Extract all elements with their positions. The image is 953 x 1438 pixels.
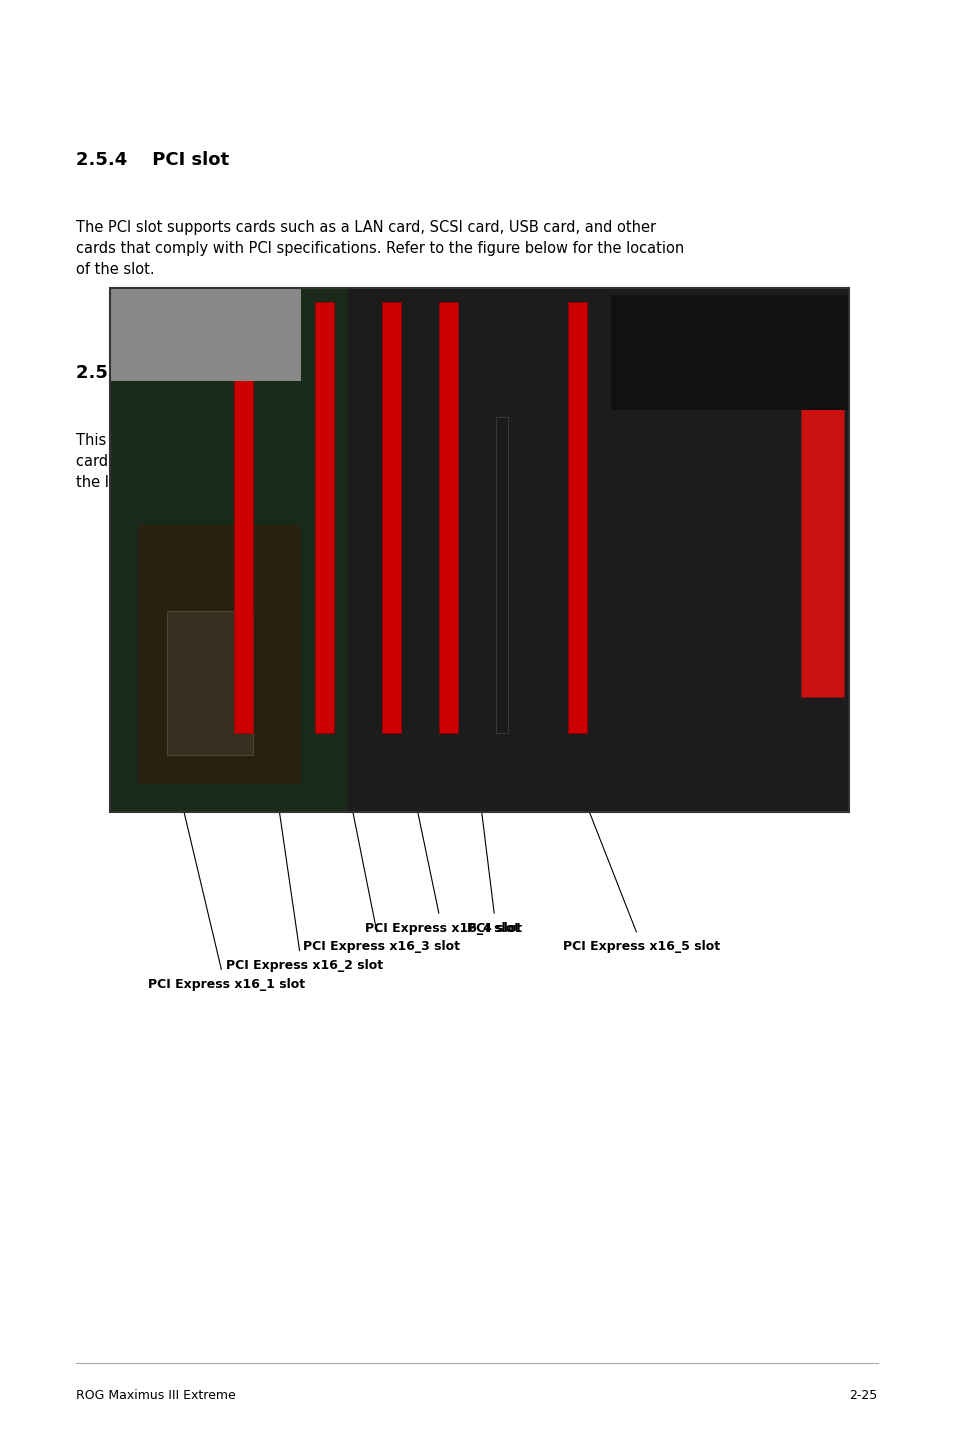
Bar [610,295,848,410]
Bar [314,302,334,733]
Bar [801,295,843,697]
Bar [110,288,848,812]
Bar [110,288,848,812]
Bar [381,302,400,733]
Bar [167,611,253,755]
Bar [567,302,586,733]
Text: The PCI slot supports cards such as a LAN card, SCSI card, USB card, and other
c: The PCI slot supports cards such as a LA… [76,220,684,278]
Text: ROG Maximus III Extreme: ROG Maximus III Extreme [76,1389,235,1402]
Text: 2.5.5    PCI Express x16 slots: 2.5.5 PCI Express x16 slots [76,364,368,383]
Text: PCI Express x16_1 slot: PCI Express x16_1 slot [148,978,305,991]
Bar [438,302,457,733]
Bar [496,417,508,733]
Text: PCI slot: PCI slot [467,922,520,935]
Bar [233,302,253,733]
Text: 2.5.4    PCI slot: 2.5.4 PCI slot [76,151,230,170]
Text: PCI Express x16_3 slot: PCI Express x16_3 slot [303,940,460,953]
Bar [110,288,300,381]
Bar [138,525,300,784]
Text: PCI Express x16_2 slot: PCI Express x16_2 slot [226,959,383,972]
Text: This motherboard has five PCI Express x16 slots that support PCI Express x16
car: This motherboard has five PCI Express x1… [76,433,671,490]
Bar [110,288,348,812]
Text: PCI Express x16_5 slot: PCI Express x16_5 slot [562,940,720,953]
Text: 2-25: 2-25 [848,1389,877,1402]
Text: PCI Express x16_4 slot: PCI Express x16_4 slot [365,922,522,935]
